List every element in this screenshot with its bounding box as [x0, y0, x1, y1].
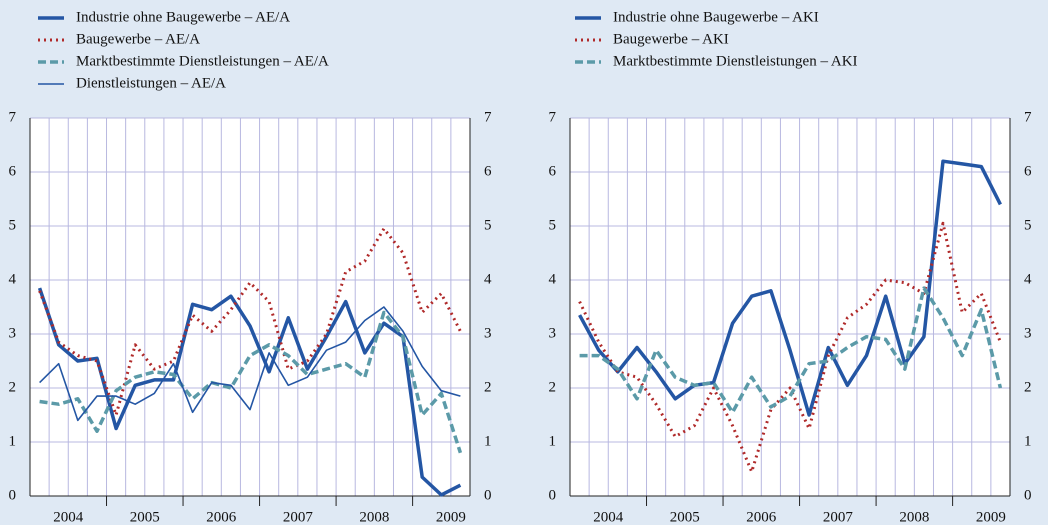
y-tick-label: 7 — [549, 109, 557, 125]
y2-tick-label: 2 — [484, 379, 492, 395]
plot-area — [570, 118, 1010, 496]
legend-label: Baugewerbe – AE/A — [76, 31, 200, 47]
legend-label: Marktbestimmte Dienstleistungen – AKI — [613, 53, 858, 69]
series-line — [39, 310, 463, 454]
y-tick-label: 2 — [549, 379, 557, 395]
y2-tick-label: 7 — [484, 109, 492, 125]
series-line — [37, 287, 462, 497]
y2-tick-label: 1 — [484, 433, 492, 449]
x-tick-label: 2005 — [670, 509, 700, 525]
y-tick-label: 1 — [9, 433, 17, 449]
series-line — [579, 286, 1003, 415]
x-tick-label: 2008 — [359, 509, 389, 525]
x-tick-label: 2009 — [976, 509, 1006, 525]
y2-tick-label: 3 — [1024, 325, 1032, 341]
y-tick-label: 7 — [9, 109, 17, 125]
y-tick-label: 5 — [549, 217, 557, 233]
series-line — [578, 221, 1002, 474]
legend-label: Industrie ohne Baugewerbe – AE/A — [76, 9, 290, 25]
y2-tick-label: 7 — [1024, 109, 1032, 125]
y-tick-label: 2 — [9, 379, 17, 395]
y2-tick-label: 3 — [484, 325, 492, 341]
series-line — [38, 227, 462, 417]
x-tick-label: 2006 — [206, 509, 237, 525]
x-tick-label: 2009 — [436, 509, 466, 525]
plot-area — [30, 118, 470, 496]
x-tick-label: 2007 — [283, 509, 314, 525]
series-line — [39, 306, 461, 422]
legend-label: Baugewerbe – AKI — [613, 31, 729, 47]
x-tick-label: 2005 — [130, 509, 160, 525]
y2-tick-label: 6 — [484, 163, 492, 179]
y2-tick-label: 0 — [484, 487, 492, 503]
y-tick-label: 3 — [9, 325, 17, 341]
y-tick-label: 0 — [9, 487, 17, 503]
legend-label: Marktbestimmte Dienstleistungen – AE/A — [76, 53, 329, 69]
y2-tick-label: 6 — [1024, 163, 1032, 179]
x-tick-label: 2008 — [899, 509, 929, 525]
x-tick-label: 2006 — [746, 509, 777, 525]
y2-tick-label: 1 — [1024, 433, 1032, 449]
y-tick-label: 6 — [549, 163, 557, 179]
y2-tick-label: 0 — [1024, 487, 1032, 503]
y-tick-label: 6 — [9, 163, 17, 179]
legend-label: Dienstleistungen – AE/A — [76, 75, 226, 91]
legend-label: Industrie ohne Baugewerbe – AKI — [613, 9, 819, 25]
y2-tick-label: 4 — [1024, 271, 1032, 287]
y-tick-label: 5 — [9, 217, 17, 233]
y2-tick-label: 5 — [1024, 217, 1032, 233]
y2-tick-label: 2 — [1024, 379, 1032, 395]
y2-tick-label: 4 — [484, 271, 492, 287]
x-tick-label: 2004 — [53, 509, 84, 525]
x-tick-label: 2007 — [823, 509, 854, 525]
y-tick-label: 4 — [549, 271, 557, 287]
y-tick-label: 1 — [549, 433, 557, 449]
y-tick-label: 3 — [549, 325, 557, 341]
y-tick-label: 0 — [549, 487, 557, 503]
y2-tick-label: 5 — [484, 217, 492, 233]
y-tick-label: 4 — [9, 271, 17, 287]
x-tick-label: 2004 — [593, 509, 624, 525]
